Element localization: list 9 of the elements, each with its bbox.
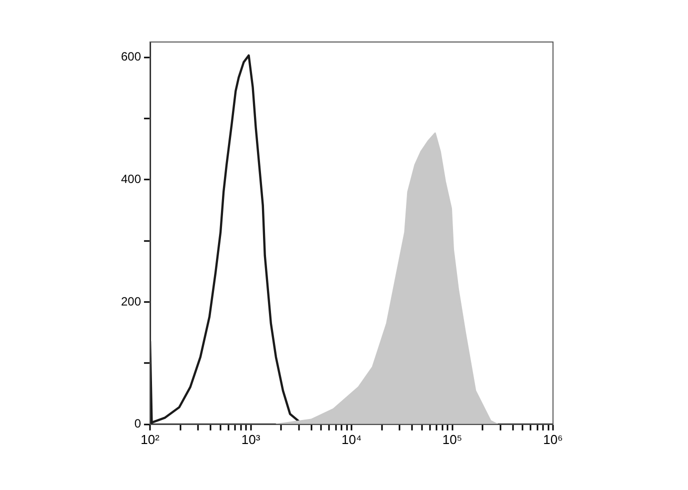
y-tick-label: 600 — [120, 50, 142, 64]
y-tick-label: 200 — [120, 294, 142, 308]
x-tick-label: 10³ — [241, 432, 261, 447]
x-tick-label: 10² — [140, 432, 160, 447]
y-tick-label: 400 — [120, 172, 142, 186]
x-tick-label: 10⁴ — [341, 432, 362, 447]
y-tick-label: 0 — [134, 416, 142, 431]
x-tick-label: 10⁵ — [442, 432, 462, 447]
x-tick-label: 10⁶ — [543, 432, 563, 447]
